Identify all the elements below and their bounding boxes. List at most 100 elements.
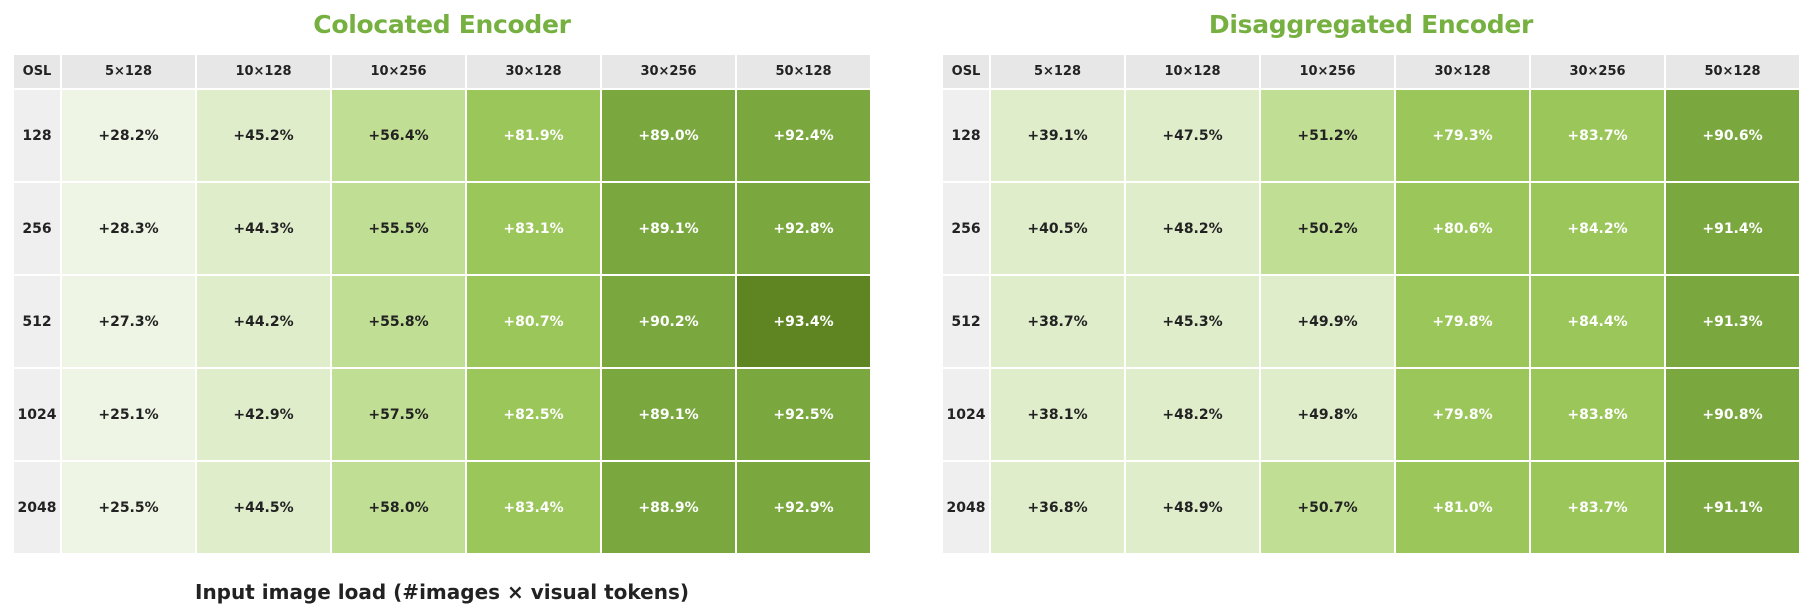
colocated-column-header: 10×128 <box>195 53 332 90</box>
disaggregated-row: 1024 +38.1% +48.2% +49.8% +79.8% +83.8% +90.8% <box>941 367 1801 462</box>
colocated-column-header: 30×256 <box>600 53 737 90</box>
colocated-row-label: 256 <box>12 181 62 276</box>
colocated-row-label: 2048 <box>12 460 62 555</box>
colocated-heatmap-cell: +28.2% <box>60 88 197 183</box>
disaggregated-heatmap: OSL 5×128 10×128 10×256 30×128 30×256 50×128 1… <box>941 53 1801 555</box>
colocated-heatmap-cell: +58.0% <box>330 460 467 555</box>
disaggregated-heatmap-cell: +38.1% <box>989 367 1126 462</box>
colocated-row-label: 1024 <box>12 367 62 462</box>
disaggregated-row-label: 512 <box>941 274 991 369</box>
disaggregated-heatmap-cell: +48.2% <box>1124 367 1261 462</box>
disaggregated-heatmap-cell: +84.2% <box>1529 181 1666 276</box>
disaggregated-heatmap-cell: +47.5% <box>1124 88 1261 183</box>
disaggregated-heatmap-cell: +39.1% <box>989 88 1126 183</box>
x-axis-label: Input image load (#images × visual token… <box>195 580 689 604</box>
colocated-heatmap-cell: +55.8% <box>330 274 467 369</box>
disaggregated-row-label: 256 <box>941 181 991 276</box>
disaggregated-heatmap-cell: +83.7% <box>1529 460 1666 555</box>
colocated-heatmap-cell: +93.4% <box>735 274 872 369</box>
disaggregated-heatmap-cell: +48.9% <box>1124 460 1261 555</box>
colocated-heatmap-cell: +82.5% <box>465 367 602 462</box>
disaggregated-header-row: OSL 5×128 10×128 10×256 30×128 30×256 50×128 <box>941 53 1801 90</box>
colocated-heatmap-cell: +92.4% <box>735 88 872 183</box>
colocated-heatmap-cell: +83.4% <box>465 460 602 555</box>
disaggregated-heatmap-cell: +50.7% <box>1259 460 1396 555</box>
disaggregated-heatmap-cell: +91.3% <box>1664 274 1801 369</box>
colocated-heatmap-cell: +90.2% <box>600 274 737 369</box>
colocated-column-header: 10×256 <box>330 53 467 90</box>
colocated-heatmap-cell: +55.5% <box>330 181 467 276</box>
colocated-heatmap: OSL 5×128 10×128 10×256 30×128 30×256 50×128 1… <box>12 53 872 555</box>
disaggregated-row-label: 1024 <box>941 367 991 462</box>
colocated-heatmap-cell: +83.1% <box>465 181 602 276</box>
colocated-row: 256 +28.3% +44.3% +55.5% +83.1% +89.1% +92.8% <box>12 181 872 276</box>
disaggregated-heatmap-cell: +79.3% <box>1394 88 1531 183</box>
colocated-heatmap-cell: +28.3% <box>60 181 197 276</box>
colocated-column-header: 30×128 <box>465 53 602 90</box>
disaggregated-row: 256 +40.5% +48.2% +50.2% +80.6% +84.2% +91.4% <box>941 181 1801 276</box>
colocated-heatmap-cell: +89.1% <box>600 181 737 276</box>
colocated-heatmap-cell: +89.0% <box>600 88 737 183</box>
colocated-heatmap-cell: +88.9% <box>600 460 737 555</box>
disaggregated-column-header: 10×128 <box>1124 53 1261 90</box>
disaggregated-column-header: 30×256 <box>1529 53 1666 90</box>
colocated-title: Colocated Encoder <box>313 10 571 39</box>
disaggregated-heatmap-cell: +91.1% <box>1664 460 1801 555</box>
colocated-heatmap-cell: +45.2% <box>195 88 332 183</box>
colocated-row: 1024 +25.1% +42.9% +57.5% +82.5% +89.1% +92.5% <box>12 367 872 462</box>
colocated-heatmap-cell: +25.1% <box>60 367 197 462</box>
colocated-heatmap-cell: +44.5% <box>195 460 332 555</box>
disaggregated-heatmap-cell: +91.4% <box>1664 181 1801 276</box>
colocated-row: 2048 +25.5% +44.5% +58.0% +83.4% +88.9% +92.9% <box>12 460 872 555</box>
disaggregated-row-label: 128 <box>941 88 991 183</box>
colocated-heatmap-cell: +42.9% <box>195 367 332 462</box>
disaggregated-heatmap-cell: +79.8% <box>1394 367 1531 462</box>
disaggregated-row: 512 +38.7% +45.3% +49.9% +79.8% +84.4% +91.3% <box>941 274 1801 369</box>
colocated-heatmap-cell: +57.5% <box>330 367 467 462</box>
colocated-row: 128 +28.2% +45.2% +56.4% +81.9% +89.0% +92.4% <box>12 88 872 183</box>
disaggregated-heatmap-cell: +40.5% <box>989 181 1126 276</box>
disaggregated-column-header: 50×128 <box>1664 53 1801 90</box>
colocated-heatmap-cell: +92.9% <box>735 460 872 555</box>
disaggregated-column-header: 5×128 <box>989 53 1126 90</box>
disaggregated-panel: Disaggregated Encoder OSL 5×128 10×128 10×2… <box>941 0 1801 560</box>
disaggregated-heatmap-cell: +90.6% <box>1664 88 1801 183</box>
disaggregated-heatmap-cell: +50.2% <box>1259 181 1396 276</box>
disaggregated-title: Disaggregated Encoder <box>1208 10 1534 39</box>
disaggregated-row: 128 +39.1% +47.5% +51.2% +79.3% +83.7% +90.6% <box>941 88 1801 183</box>
disaggregated-heatmap-cell: +49.8% <box>1259 367 1396 462</box>
disaggregated-heatmap-cell: +79.8% <box>1394 274 1531 369</box>
colocated-heatmap-cell: +56.4% <box>330 88 467 183</box>
disaggregated-row: 2048 +36.8% +48.9% +50.7% +81.0% +83.7% +91.1% <box>941 460 1801 555</box>
colocated-heatmap-cell: +44.2% <box>195 274 332 369</box>
colocated-heatmap-cell: +80.7% <box>465 274 602 369</box>
disaggregated-heatmap-cell: +45.3% <box>1124 274 1261 369</box>
disaggregated-heatmap-cell: +49.9% <box>1259 274 1396 369</box>
colocated-column-header: 5×128 <box>60 53 197 90</box>
disaggregated-column-header: 30×128 <box>1394 53 1531 90</box>
disaggregated-column-header: 10×256 <box>1259 53 1396 90</box>
colocated-panel: Colocated Encoder OSL 5×128 10×128 10×256 30… <box>12 0 872 560</box>
disaggregated-heatmap-cell: +81.0% <box>1394 460 1531 555</box>
colocated-heatmap-cell: +92.5% <box>735 367 872 462</box>
colocated-row-label: 128 <box>12 88 62 183</box>
colocated-row-label: 512 <box>12 274 62 369</box>
colocated-heatmap-cell: +92.8% <box>735 181 872 276</box>
colocated-heatmap-cell: +89.1% <box>600 367 737 462</box>
colocated-heatmap-cell: +81.9% <box>465 88 602 183</box>
disaggregated-heatmap-cell: +83.8% <box>1529 367 1666 462</box>
colocated-column-header: 50×128 <box>735 53 872 90</box>
disaggregated-row-label: 2048 <box>941 460 991 555</box>
disaggregated-heatmap-cell: +83.7% <box>1529 88 1666 183</box>
disaggregated-heatmap-cell: +84.4% <box>1529 274 1666 369</box>
disaggregated-heatmap-cell: +51.2% <box>1259 88 1396 183</box>
disaggregated-heatmap-cell: +38.7% <box>989 274 1126 369</box>
colocated-row-header-label: OSL <box>12 53 62 90</box>
colocated-header-row: OSL 5×128 10×128 10×256 30×128 30×256 50×128 <box>12 53 872 90</box>
disaggregated-row-header-label: OSL <box>941 53 991 90</box>
colocated-heatmap-cell: +44.3% <box>195 181 332 276</box>
disaggregated-heatmap-cell: +90.8% <box>1664 367 1801 462</box>
colocated-heatmap-cell: +25.5% <box>60 460 197 555</box>
disaggregated-heatmap-cell: +36.8% <box>989 460 1126 555</box>
disaggregated-heatmap-cell: +80.6% <box>1394 181 1531 276</box>
